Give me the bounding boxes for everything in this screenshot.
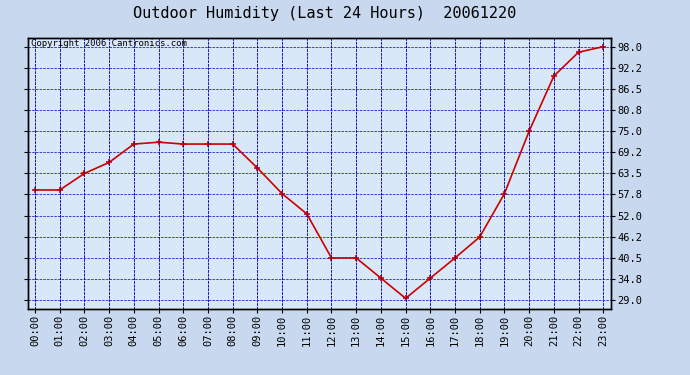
Text: Outdoor Humidity (Last 24 Hours)  20061220: Outdoor Humidity (Last 24 Hours) 2006122… bbox=[132, 6, 516, 21]
Text: Copyright 2006 Cantronics.com: Copyright 2006 Cantronics.com bbox=[30, 39, 186, 48]
